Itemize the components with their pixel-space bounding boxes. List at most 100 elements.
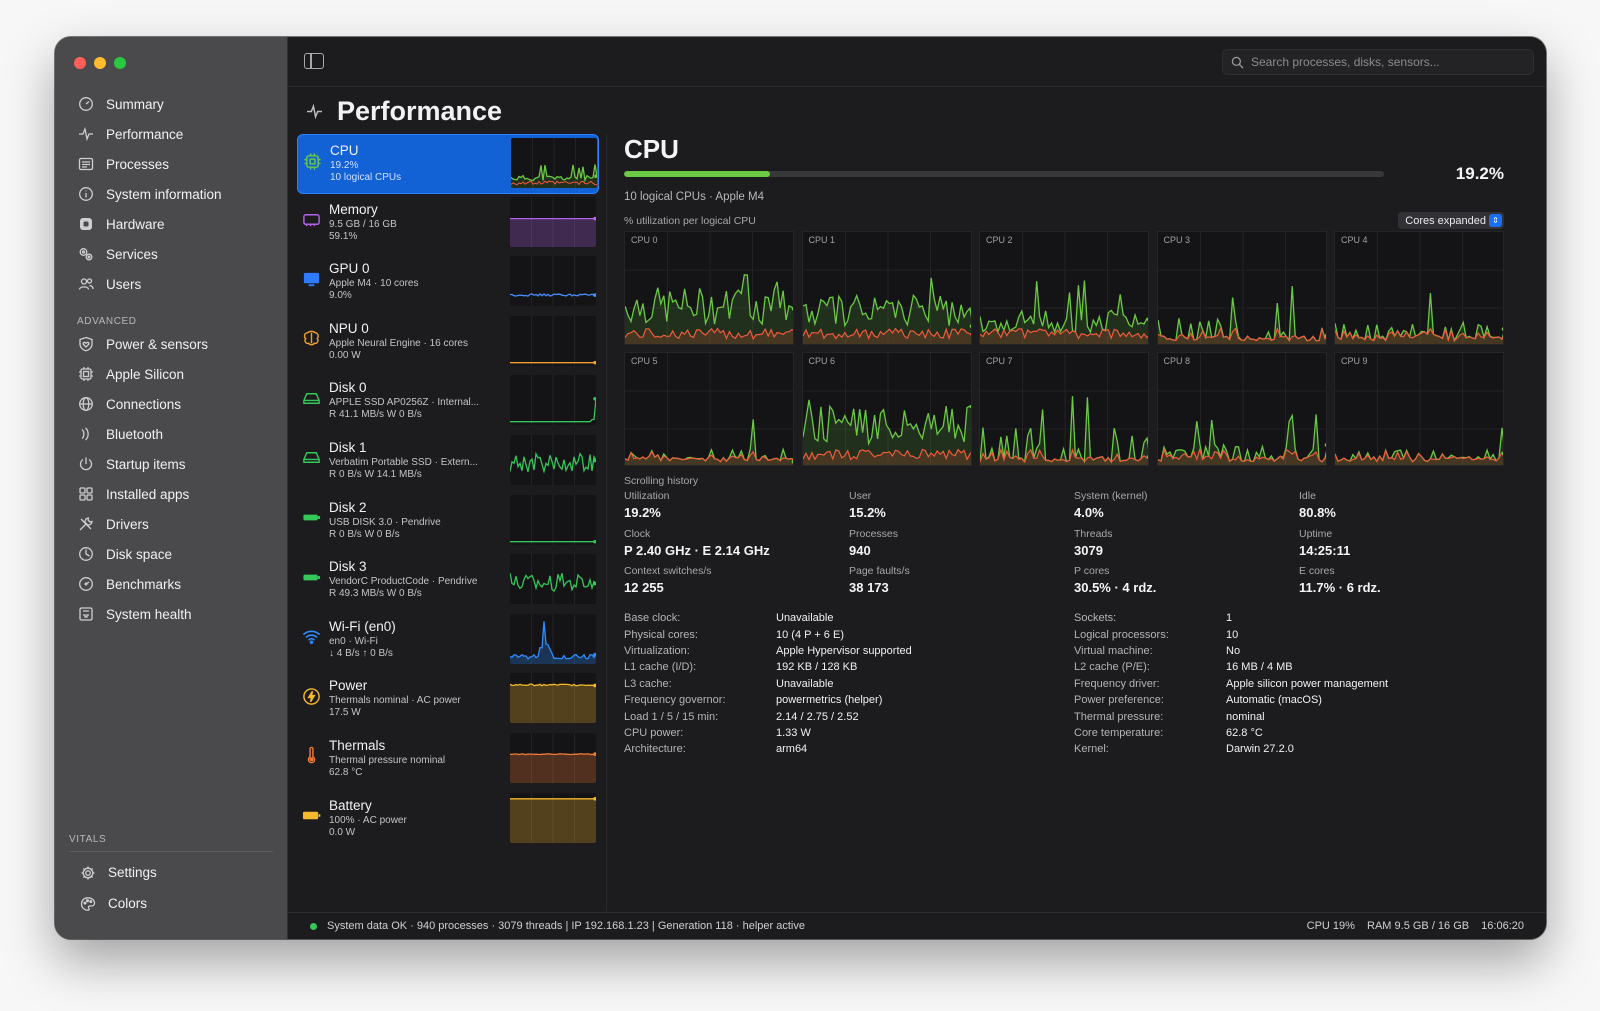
device-sparkline [510, 673, 596, 724]
sidebar-item-power-sensors[interactable]: Power & sensors [65, 329, 278, 359]
battery-device-icon [301, 806, 321, 826]
device-item-disk2[interactable]: Disk 2 USB DISK 3.0 · Pendrive R 0 B/s W 0… [297, 492, 599, 552]
cpu-utilization-value: 19.2% [1455, 164, 1504, 183]
sparkline-endpoint [593, 752, 596, 756]
sparkline-chart [510, 315, 596, 366]
stat-value: 11.7% · 6 rdz. [1299, 580, 1381, 595]
device-sparkline [510, 494, 596, 545]
stat-value: 30.5% · 4 rdz. [1074, 580, 1157, 595]
sidebar-item-bluetooth[interactable]: Bluetooth [65, 419, 278, 449]
sidebar-item-performance[interactable]: Performance [65, 119, 278, 149]
sidebar-item-label: Processes [106, 156, 170, 172]
sparkline-endpoint [593, 216, 596, 220]
device-item-disk0[interactable]: Disk 0 APPLE SSD AP0256Z · Internal... R 4… [297, 372, 599, 432]
device-item-wifi[interactable]: Wi-Fi (en0) en0 · Wi-Fi ↓ 4 B/s ↑ 0 B/s [297, 611, 599, 671]
device-metric: R 0 B/s W 14.1 MB/s [329, 468, 422, 480]
property-value: nominal [1226, 710, 1265, 723]
kernel-utilization-line [980, 447, 1148, 463]
property-row: Logical processors: 10 [1074, 626, 1504, 642]
search-field[interactable] [1222, 49, 1534, 75]
kernel-utilization-area [980, 328, 1148, 344]
status-bar: System data OK · 940 processes · 3079 th… [288, 912, 1546, 939]
property-key: Logical processors: [1074, 628, 1169, 641]
sidebar-item-benchmarks[interactable]: Benchmarks [65, 569, 278, 599]
device-item-power[interactable]: Power Thermals nominal · AC power 17.5 W [297, 670, 599, 730]
device-metric: 62.8 °C [329, 766, 363, 778]
sidebar-item-connections[interactable]: Connections [65, 389, 278, 419]
core-endpoint [791, 307, 793, 311]
sparkline-endpoint [594, 174, 597, 179]
core-endpoint [1501, 451, 1503, 456]
zoom-window-button[interactable] [114, 57, 126, 69]
property-key: Frequency driver: [1074, 677, 1160, 690]
sparkline-line [510, 752, 596, 756]
property-key: L1 cache (I/D): [624, 661, 697, 674]
sparkline-area [510, 684, 596, 724]
property-key: Core temperature: [1074, 726, 1164, 739]
user-utilization-area [802, 277, 971, 344]
sparkline-chart [510, 673, 596, 724]
sparkline-chart [510, 554, 596, 605]
device-item-gpu[interactable]: GPU 0 Apple M4 · 10 cores 9.0% [297, 253, 599, 313]
minimize-window-button[interactable] [94, 57, 106, 69]
device-item-cpu[interactable]: CPU 19.2% 10 logical CPUs [297, 134, 599, 194]
cores-mode-select[interactable]: Cores expanded ⇕ [1398, 212, 1504, 229]
stat-e-cores: E cores 11.7% · 6 rdz. [1299, 565, 1509, 595]
thermals-device-icon [301, 746, 321, 766]
toggle-sidebar-button[interactable] [304, 53, 324, 69]
sidebar-item-startup-items[interactable]: Startup items [65, 449, 278, 479]
property-row: Core temperature: 62.8 °C [1074, 725, 1504, 741]
property-key: Physical cores: [624, 628, 698, 641]
device-sparkline [511, 138, 597, 188]
sparkline-chart [510, 256, 596, 307]
device-item-disk3[interactable]: Disk 3 VendorC ProductCode · Pendrive R 49… [297, 551, 599, 611]
memory-device-icon [301, 210, 321, 230]
device-detail: Thermal pressure nominal [329, 754, 446, 766]
core-utilization-chart [625, 232, 793, 344]
core-endpoint [1146, 455, 1148, 459]
sidebar-item-system-health[interactable]: System health [65, 599, 278, 629]
sidebar-item-settings[interactable]: Settings [67, 857, 276, 888]
device-item-disk1[interactable]: Disk 1 Verbatim Portable SSD · Extern... R… [297, 432, 599, 492]
sidebar-item-colors[interactable]: Colors [67, 888, 276, 919]
kernel-utilization-line [802, 448, 971, 462]
sidebar-item-summary[interactable]: Summary [65, 89, 278, 119]
sidebar-item-installed-apps[interactable]: Installed apps [65, 479, 278, 509]
sidebar-item-users[interactable]: Users [65, 269, 278, 299]
sidebar-item-services[interactable]: Services [65, 239, 278, 269]
sidebar-item-processes[interactable]: Processes [65, 149, 278, 179]
kernel-utilization-line [1335, 448, 1503, 463]
cpu-device-icon [302, 151, 322, 171]
device-item-thermals[interactable]: Thermals Thermal pressure nominal 62.8 °C [297, 730, 599, 790]
core-label: CPU 0 [631, 235, 658, 245]
property-row: Frequency driver: Apple silicon power man… [1074, 676, 1504, 692]
close-window-button[interactable] [74, 57, 86, 69]
sidebar-item-system-information[interactable]: System information [65, 179, 278, 209]
device-metric: 59.1% [329, 230, 358, 242]
property-row: L1 cache (I/D): 192 KB / 128 KB [624, 659, 1064, 675]
power-icon [77, 456, 94, 473]
device-item-npu[interactable]: NPU 0 Apple Neural Engine · 16 cores 0.00 … [297, 313, 599, 373]
stat-label: System (kernel) [1074, 490, 1148, 502]
device-metric: 9.0% [329, 290, 352, 302]
property-value: 10 (4 P + 6 E) [776, 628, 844, 641]
user-utilization-area [1335, 427, 1503, 465]
core-endpoint [969, 324, 971, 328]
sidebar-item-apple-silicon[interactable]: Apple Silicon [65, 359, 278, 389]
core-label: CPU 1 [808, 235, 836, 245]
sidebar-item-label: Power & sensors [106, 336, 209, 352]
scrolling-history-label: Scrolling history [624, 475, 699, 487]
device-name: Disk 0 [329, 380, 367, 396]
sidebar-item-label: Hardware [106, 216, 165, 232]
property-value: No [1226, 644, 1241, 657]
sidebar-item-disk-space[interactable]: Disk space [65, 539, 278, 569]
sidebar-nav: Summary Performance Processes System inf… [65, 89, 278, 629]
device-item-battery[interactable]: Battery 100% · AC power 0.0 W [297, 790, 599, 850]
device-metric: ↓ 4 B/s ↑ 0 B/s [329, 647, 393, 659]
device-item-memory[interactable]: Memory 9.5 GB / 16 GB 59.1% [297, 194, 599, 254]
sidebar-item-label: Bluetooth [106, 426, 164, 442]
core-utilization-chart [1157, 232, 1326, 344]
search-input[interactable] [1251, 55, 1521, 69]
sidebar-item-drivers[interactable]: Drivers [65, 509, 278, 539]
sidebar-item-hardware[interactable]: Hardware [65, 209, 278, 239]
